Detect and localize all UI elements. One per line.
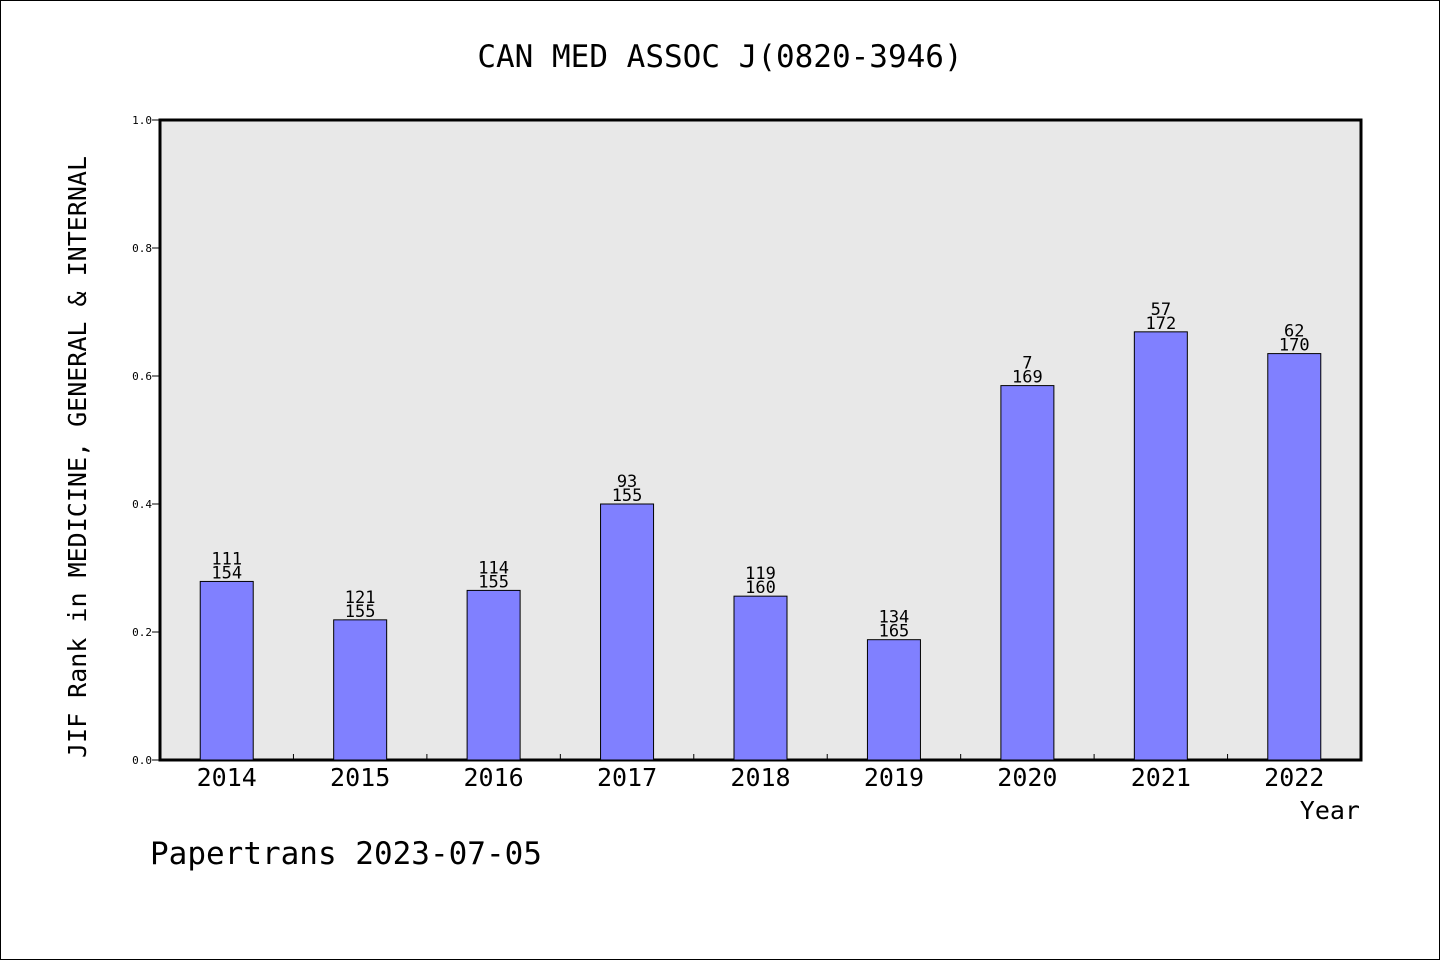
bar-2022: [1267, 353, 1322, 761]
bar-rank-label: 93: [617, 472, 637, 492]
bar-total-label: 169: [1012, 368, 1043, 388]
bar-2017: [600, 503, 655, 761]
bar-rank-label: 119: [745, 564, 776, 584]
y-tick-label: 0.6: [132, 370, 152, 383]
y-tick-label: 1.0: [132, 114, 152, 127]
chart-title: CAN MED ASSOC J(0820-3946): [477, 39, 962, 75]
x-tick-label: 2018: [730, 763, 790, 792]
bar-rank-label: 111: [211, 549, 242, 569]
bar-2020: [1000, 385, 1055, 761]
y-tick-label: 0.8: [132, 242, 152, 255]
bars: 1111541211551141559315511916013416571695…: [199, 300, 1322, 761]
x-axis-label: Year: [1300, 796, 1360, 825]
x-tick-label: 2015: [330, 763, 390, 792]
x-tick-label: 2019: [864, 763, 924, 792]
bar-2016: [466, 589, 521, 761]
x-tick-label: 2021: [1131, 763, 1191, 792]
bar-total-label: 170: [1279, 336, 1310, 356]
x-tick-label: 2022: [1264, 763, 1324, 792]
x-tick-label: 2020: [997, 763, 1057, 792]
bar-total-label: 172: [1145, 314, 1176, 334]
y-axis-label: JIF Rank in MEDICINE, GENERAL & INTERNAL: [63, 156, 92, 758]
bar-2015: [333, 619, 388, 761]
bar-rank-label: 121: [345, 588, 376, 608]
bar-rank-label: 114: [478, 558, 509, 578]
x-axis-ticks: 2014 2015 2016 2017 2018 2019 2020 2021 2022: [197, 754, 1324, 792]
y-axis-ticks: 0.0 0.2 0.4 0.6 0.8 1.0: [132, 114, 160, 767]
bar-total-label: 155: [345, 602, 376, 622]
bar-rank-label: 134: [879, 608, 910, 628]
y-tick-label: 0.4: [132, 498, 152, 511]
bar-total-label: 155: [478, 572, 509, 592]
x-tick-label: 2016: [464, 763, 524, 792]
x-tick-label: 2017: [597, 763, 657, 792]
bar-rank-label: 7: [1022, 354, 1032, 374]
bar-total-label: 160: [745, 578, 776, 598]
bar-2018: [733, 595, 788, 761]
bar-rank-label: 62: [1284, 322, 1304, 342]
y-tick-label: 0.2: [132, 626, 152, 639]
bar-total-label: 165: [879, 622, 910, 642]
x-tick-label: 2014: [197, 763, 257, 792]
bar-total-label: 154: [211, 563, 242, 583]
y-tick-label: 0.0: [132, 754, 152, 767]
bar-rank-label: 57: [1151, 300, 1171, 320]
footer-credit: Papertrans 2023-07-05: [150, 836, 542, 872]
bar-2014: [199, 580, 254, 761]
bar-2021: [1133, 331, 1188, 761]
bar-2019: [866, 639, 921, 761]
bar-total-label: 155: [612, 486, 643, 506]
